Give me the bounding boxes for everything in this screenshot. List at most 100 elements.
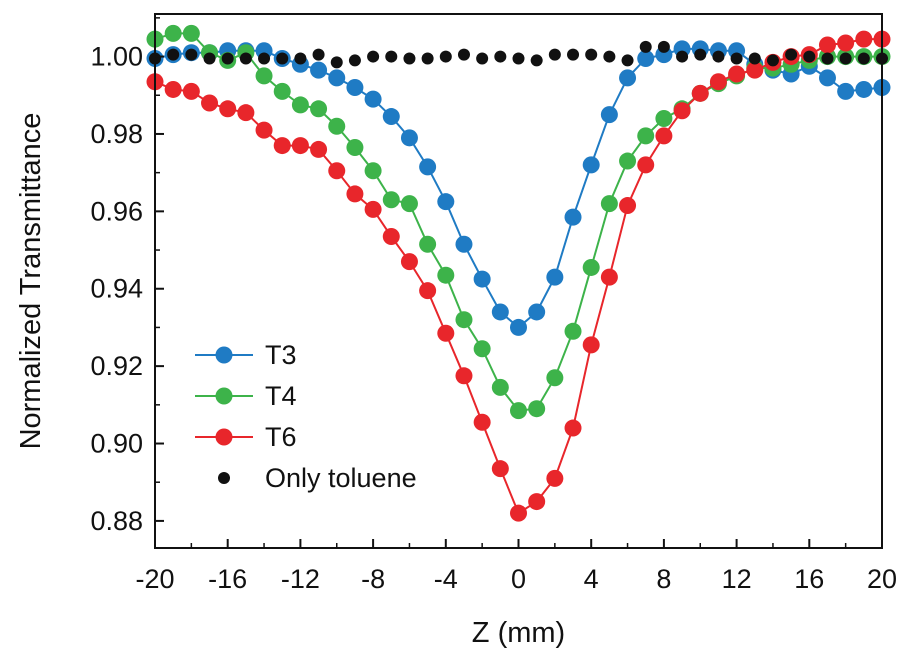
data-point-t6 (201, 94, 219, 112)
legend-label: Only toluene (265, 463, 417, 493)
data-point-t6 (619, 197, 637, 215)
data-point-t4 (491, 378, 509, 396)
data-point-t4 (546, 369, 564, 387)
data-point-t6 (273, 137, 291, 155)
data-point-t6 (746, 61, 764, 79)
data-point-only-toluene (857, 52, 870, 65)
data-point-t4 (655, 109, 673, 127)
axis-ticks (154, 17, 883, 548)
data-point-t4 (510, 402, 527, 420)
data-point-only-toluene (312, 48, 325, 61)
data-point-t3 (400, 129, 418, 147)
data-point-only-toluene (530, 54, 543, 67)
data-point-t4 (455, 311, 473, 329)
data-point-t3 (346, 79, 364, 97)
data-point-only-toluene (385, 50, 398, 63)
data-point-only-toluene (167, 48, 180, 61)
x-tick-label: -12 (281, 564, 320, 594)
data-point-t6 (600, 268, 618, 286)
data-point-t4 (564, 322, 582, 340)
x-tick-label: 8 (656, 564, 671, 594)
data-point-only-toluene (367, 50, 380, 63)
series-line-t3 (154, 47, 883, 329)
data-point-t6 (346, 185, 364, 203)
data-point-t4 (637, 127, 655, 145)
x-tick-label: 0 (511, 564, 526, 594)
data-point-t6 (564, 419, 582, 437)
data-point-only-toluene (457, 48, 470, 61)
data-point-t6 (691, 84, 709, 102)
data-point-t6 (582, 336, 600, 354)
data-point-t3 (510, 318, 527, 336)
data-point-only-toluene (839, 52, 852, 65)
x-tick-label: -8 (361, 564, 385, 594)
data-point-t6 (546, 469, 564, 487)
data-point-t3 (582, 156, 600, 174)
data-point-only-toluene (548, 48, 561, 61)
y-tick-label: 0.92 (90, 351, 143, 381)
data-point-only-toluene (494, 50, 507, 63)
x-tick-label: -16 (208, 564, 247, 594)
data-point-t4 (382, 191, 400, 209)
data-point-only-toluene (621, 54, 634, 67)
data-point-t4 (273, 82, 291, 100)
data-point-t6 (818, 36, 836, 54)
y-tick-label: 1.00 (90, 42, 143, 72)
data-point-t6 (400, 253, 418, 271)
data-point-t6 (419, 282, 437, 300)
data-point-t6 (673, 102, 691, 120)
data-point-only-toluene (748, 52, 761, 65)
data-point-t6 (164, 80, 182, 98)
data-point-t4 (346, 139, 364, 156)
data-point-only-toluene (567, 48, 580, 61)
data-point-t4 (437, 266, 455, 284)
legend-item-only-toluene: Only toluene (218, 463, 417, 493)
data-point-t6 (310, 140, 328, 158)
data-point-t4 (291, 96, 309, 114)
data-point-t6 (510, 504, 527, 522)
data-point-only-toluene (348, 54, 361, 67)
data-point-only-toluene (512, 52, 525, 65)
data-point-t3 (491, 303, 509, 321)
data-point-only-toluene (657, 40, 670, 53)
legend-marker (215, 346, 233, 364)
data-point-t3 (637, 50, 655, 67)
data-point-t3 (546, 268, 564, 286)
data-point-only-toluene (730, 52, 743, 65)
y-tick-label: 0.96 (90, 196, 143, 226)
data-point-t6 (382, 228, 400, 245)
data-point-t4 (182, 24, 200, 42)
data-point-t6 (437, 324, 455, 342)
data-point-only-toluene (439, 50, 452, 63)
x-tick-label: -4 (434, 564, 458, 594)
data-point-t6 (837, 34, 855, 52)
data-point-only-toluene (276, 52, 289, 65)
data-point-t4 (328, 117, 346, 135)
data-point-t6 (328, 162, 346, 180)
data-point-t3 (437, 193, 455, 211)
y-tick-label: 0.98 (90, 119, 143, 149)
data-point-only-toluene (803, 50, 816, 63)
series-t3 (146, 40, 891, 336)
data-point-t4 (473, 340, 491, 358)
data-point-only-toluene (712, 50, 725, 63)
data-point-t3 (600, 106, 618, 124)
data-point-only-toluene (203, 52, 216, 65)
data-point-t4 (310, 100, 328, 118)
data-point-t3 (310, 61, 328, 79)
data-point-only-toluene (476, 52, 489, 65)
data-point-t6 (491, 460, 509, 478)
data-point-t6 (728, 65, 746, 83)
x-tick-label: 20 (867, 564, 897, 594)
data-point-only-toluene (221, 52, 234, 65)
data-point-t6 (455, 367, 473, 385)
legend-marker (215, 428, 233, 446)
x-tick-label: -20 (135, 564, 174, 594)
data-point-t3 (619, 69, 637, 87)
data-point-only-toluene (421, 52, 434, 65)
data-point-t6 (182, 82, 200, 100)
data-point-t6 (364, 200, 382, 218)
data-point-t4 (582, 258, 600, 276)
